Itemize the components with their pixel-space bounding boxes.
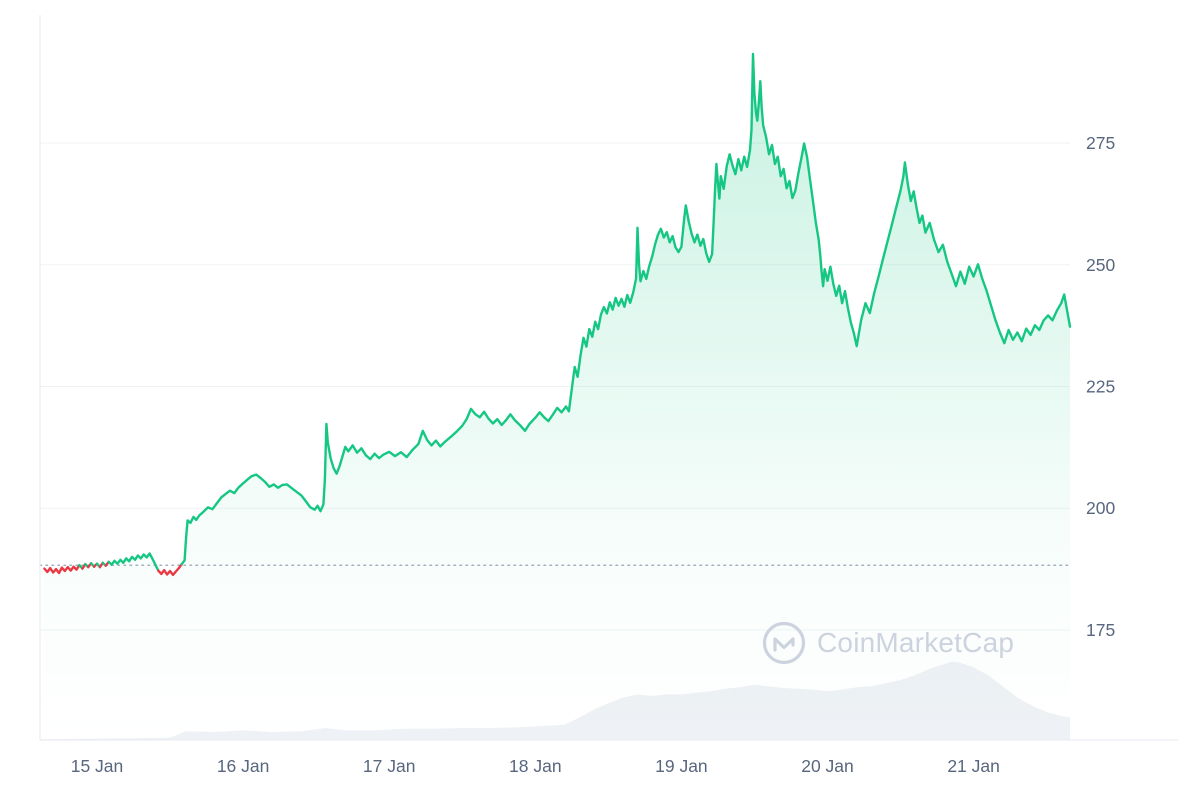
y-tick-label: 175 xyxy=(1086,620,1115,640)
y-tick-label: 225 xyxy=(1086,377,1115,397)
price-line-down-segment xyxy=(157,563,183,577)
y-tick-label: 250 xyxy=(1086,255,1115,275)
x-tick-label: 17 Jan xyxy=(363,756,416,776)
y-tick-label: 200 xyxy=(1086,498,1115,518)
x-tick-label: 19 Jan xyxy=(655,756,708,776)
price-line-down-segment xyxy=(43,564,81,575)
price-line-up-segment xyxy=(180,52,1072,566)
price-line xyxy=(43,52,1072,577)
x-tick-label: 16 Jan xyxy=(217,756,270,776)
y-tick-label: 275 xyxy=(1086,133,1115,153)
x-tick-label: 20 Jan xyxy=(801,756,854,776)
x-tick-label: 18 Jan xyxy=(509,756,562,776)
x-tick-label: 15 Jan xyxy=(71,756,124,776)
x-tick-label: 21 Jan xyxy=(947,756,1000,776)
price-area-fill xyxy=(44,54,1070,740)
price-line-up-segment xyxy=(107,552,160,572)
